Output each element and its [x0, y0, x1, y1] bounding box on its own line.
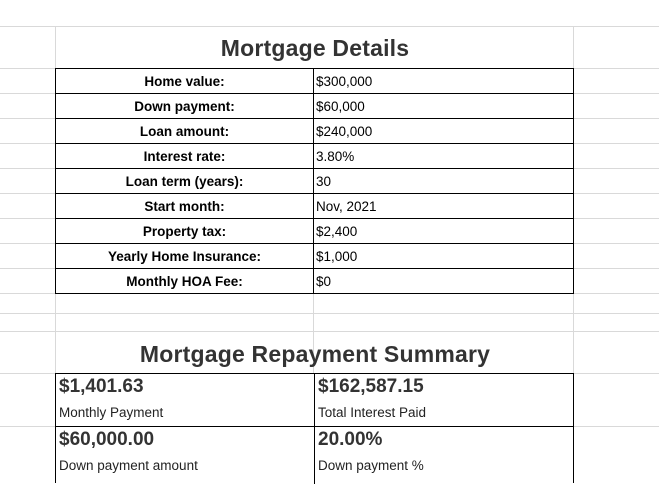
row-label[interactable]: Interest rate: — [55, 143, 314, 169]
down-payment-amount-value: $60,000.00 — [59, 429, 155, 450]
table-row: Property tax: $2,400 — [55, 218, 574, 244]
row-label[interactable]: Loan term (years): — [55, 168, 314, 194]
gridline — [0, 331, 659, 332]
row-label[interactable]: Monthly HOA Fee: — [55, 268, 314, 294]
table-row: Home value: $300,000 — [55, 68, 574, 94]
table-row: Loan amount: $240,000 — [55, 118, 574, 144]
table-row: Down payment: $60,000 — [55, 93, 574, 119]
table-row: Start month: Nov, 2021 — [55, 193, 574, 219]
total-interest-value: $162,587.15 — [318, 376, 424, 397]
row-value[interactable]: $300,000 — [313, 68, 574, 94]
gridline — [0, 293, 659, 294]
details-table: Home value: $300,000 Down payment: $60,0… — [55, 68, 574, 294]
gridline — [0, 26, 659, 27]
row-value[interactable]: $1,000 — [313, 243, 574, 269]
monthly-payment-label: Monthly Payment — [59, 405, 164, 420]
summary-title: Mortgage Repayment Summary — [139, 341, 491, 367]
table-row: Loan term (years): 30 — [55, 168, 574, 194]
row-value[interactable]: $0 — [313, 268, 574, 294]
row-label[interactable]: Down payment: — [55, 93, 314, 119]
row-value[interactable]: $60,000 — [313, 93, 574, 119]
row-label[interactable]: Property tax: — [55, 218, 314, 244]
down-payment-pct-cell[interactable]: 20.00% Down payment % — [314, 427, 573, 484]
row-value[interactable]: 30 — [313, 168, 574, 194]
down-payment-amount-cell[interactable]: $60,000.00 Down payment amount — [56, 427, 315, 484]
row-label[interactable]: Home value: — [55, 68, 314, 94]
monthly-payment-value: $1,401.63 — [59, 376, 144, 397]
down-payment-pct-value: 20.00% — [318, 429, 383, 450]
down-payment-pct-label: Down payment % — [318, 458, 424, 473]
row-value[interactable]: 3.80% — [313, 143, 574, 169]
row-label[interactable]: Loan amount: — [55, 118, 314, 144]
row-value[interactable]: $240,000 — [313, 118, 574, 144]
row-label[interactable]: Yearly Home Insurance: — [55, 243, 314, 269]
table-row: Interest rate: 3.80% — [55, 143, 574, 169]
row-label[interactable]: Start month: — [55, 193, 314, 219]
total-interest-label: Total Interest Paid — [318, 405, 427, 420]
table-row: Monthly HOA Fee: $0 — [55, 268, 574, 294]
gridline — [573, 26, 574, 483]
monthly-payment-cell[interactable]: $1,401.63 Monthly Payment — [56, 374, 315, 427]
gridline — [0, 313, 659, 314]
row-value[interactable]: Nov, 2021 — [313, 193, 574, 219]
down-payment-amount-label: Down payment amount — [59, 458, 198, 473]
total-interest-cell[interactable]: $162,587.15 Total Interest Paid — [314, 374, 573, 427]
summary-grid: $1,401.63 Monthly Payment $162,587.15 To… — [55, 373, 574, 484]
gridline — [313, 293, 314, 373]
row-value[interactable]: $2,400 — [313, 218, 574, 244]
details-title: Mortgage Details — [220, 35, 410, 61]
table-row: Yearly Home Insurance: $1,000 — [55, 243, 574, 269]
